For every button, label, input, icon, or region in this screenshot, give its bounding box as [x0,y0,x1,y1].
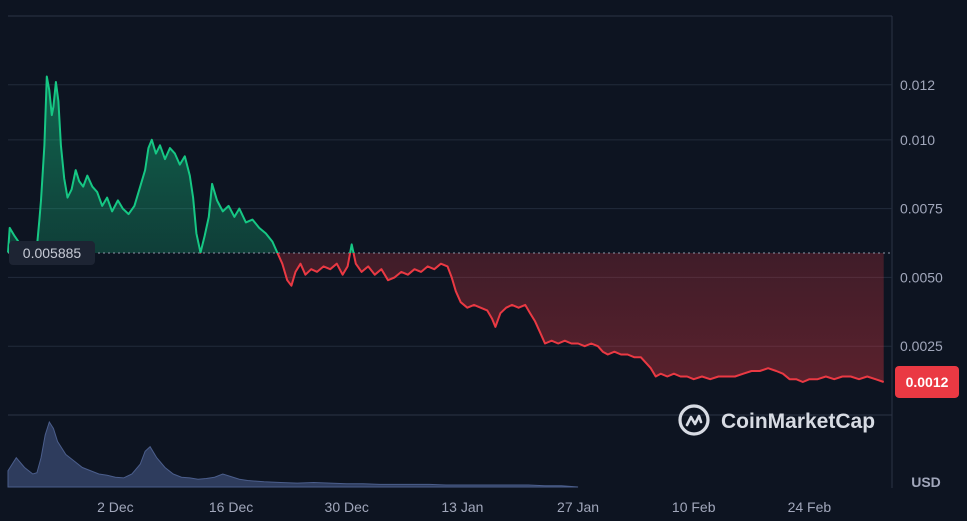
y-axis-labels: 0.0025 0.0050 0.0075 0.010 0.012 [900,77,943,354]
price-area [8,76,884,382]
volume-series-area [7,420,579,488]
watermark-text: CoinMarketCap [721,410,875,433]
baseline-value-text: 0.005885 [23,245,82,261]
y-tick-label: 0.0025 [900,338,943,354]
y-tick-label: 0.010 [900,132,935,148]
y-tick-label: 0.012 [900,77,935,93]
x-tick-label: 2 Dec [97,499,134,515]
currency-unit-label: USD [911,474,941,490]
x-tick-label: 27 Jan [557,499,599,515]
price-line-below-baseline [199,253,885,383]
x-tick-label: 10 Feb [672,499,716,515]
baseline-label: 0.005885 [9,241,95,266]
current-price-text: 0.0012 [906,374,949,390]
x-tick-label: 24 Feb [788,499,832,515]
current-price-badge: 0.0012 [895,365,959,398]
coinmarketcap-logo-icon [678,404,710,436]
x-tick-label: 30 Dec [325,499,369,515]
price-area-above-baseline [8,76,884,254]
x-axis-labels: 2 Dec 16 Dec 30 Dec 13 Jan 27 Jan 10 Feb 24 Fe… [97,499,831,515]
coinmarketcap-watermark: CoinMarketCap [678,404,875,436]
price-line [7,75,885,383]
x-tick-label: 13 Jan [441,499,483,515]
price-area-below-baseline [277,253,884,382]
x-tick-label: 16 Dec [209,499,253,515]
price-line-above-baseline [7,75,355,254]
volume-area [7,420,579,488]
y-tick-label: 0.0075 [900,201,943,217]
y-tick-label: 0.0050 [900,269,943,285]
